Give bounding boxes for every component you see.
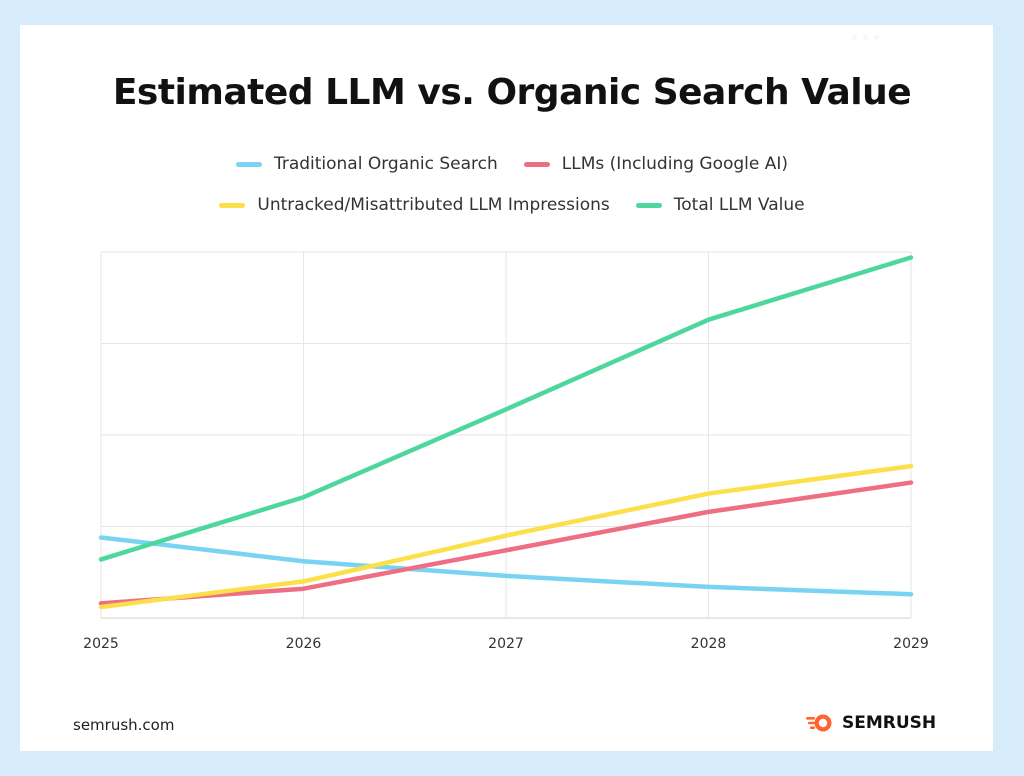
legend-label-untracked: Untracked/Misattributed LLM Impressions — [257, 195, 610, 215]
legend-swatch-total — [635, 202, 662, 208]
site-url: semrush.com — [73, 716, 175, 734]
series-line-llms-including-google-ai — [98, 480, 914, 606]
series-line-total-llm-value — [98, 255, 914, 562]
x-tick-label: 2026 — [286, 636, 322, 652]
brand-name: SEMRUSH — [842, 713, 937, 733]
legend-label-total: Total LLM Value — [673, 195, 805, 215]
series-line-untracked-misattributed-llm-impressions — [98, 463, 914, 610]
legend-item-organic: Traditional Organic Search — [235, 154, 498, 174]
x-tick-label: 2028 — [691, 636, 727, 652]
legend-swatch-untracked — [219, 202, 246, 208]
semrush-flame-icon — [806, 714, 832, 732]
legend-item-total: Total LLM Value — [635, 195, 805, 215]
x-tick-label: 2029 — [893, 636, 929, 652]
legend-item-untracked: Untracked/Misattributed LLM Impressions — [219, 195, 610, 215]
legend-swatch-llms — [523, 161, 550, 167]
legend-label-organic: Traditional Organic Search — [273, 154, 498, 174]
chart-title: Estimated LLM vs. Organic Search Value — [112, 72, 912, 113]
legend-row-1: Traditional Organic Search LLMs (Includi… — [0, 154, 1024, 174]
series-line-traditional-organic-search — [98, 535, 914, 597]
legend-row-2: Untracked/Misattributed LLM Impressions … — [0, 195, 1024, 215]
x-tick-label: 2027 — [488, 636, 524, 652]
decorative-dots — [852, 35, 879, 40]
legend-item-llms: LLMs (Including Google AI) — [523, 154, 789, 174]
legend-swatch-organic — [235, 161, 262, 167]
legend-label-llms: LLMs (Including Google AI) — [561, 154, 789, 174]
x-tick-label: 2025 — [83, 636, 119, 652]
semrush-logo: SEMRUSH — [806, 713, 936, 733]
